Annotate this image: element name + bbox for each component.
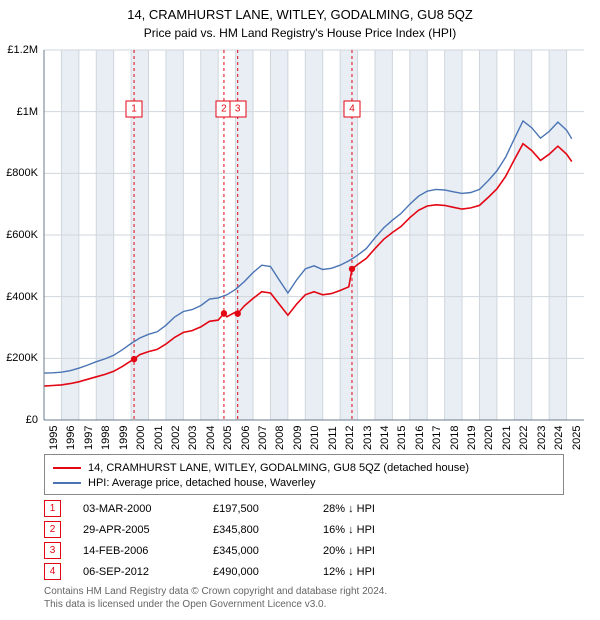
sale-price: £490,000	[213, 566, 323, 578]
x-axis-tick-label: 2007	[257, 426, 269, 450]
x-axis-tick-label: 2010	[309, 426, 321, 450]
sales-row: 3 14-FEB-2006 £345,000 20% ↓ HPI	[44, 540, 564, 561]
x-axis-tick-label: 1998	[100, 426, 112, 450]
x-axis-tick-label: 2000	[135, 426, 147, 450]
legend-row: 14, CRAMHURST LANE, WITLEY, GODALMING, G…	[53, 460, 555, 475]
y-axis-tick-label: £1M	[0, 106, 38, 118]
sale-delta: 20% ↓ HPI	[323, 545, 433, 557]
chart-subtitle: Price paid vs. HM Land Registry's House …	[0, 24, 600, 40]
y-axis-tick-label: £0	[0, 414, 38, 426]
chart-title: 14, CRAMHURST LANE, WITLEY, GODALMING, G…	[0, 0, 600, 24]
x-axis-tick-label: 2005	[222, 426, 234, 450]
x-axis-tick-label: 2022	[518, 426, 530, 450]
legend-label: HPI: Average price, detached house, Wave…	[88, 477, 315, 489]
x-axis-tick-label: 2003	[187, 426, 199, 450]
sale-price: £345,000	[213, 545, 323, 557]
x-axis-tick-label: 2002	[170, 426, 182, 450]
y-axis-tick-label: £200K	[0, 352, 38, 364]
sale-marker-icon: 1	[44, 500, 61, 517]
sale-delta: 28% ↓ HPI	[323, 503, 433, 515]
x-axis-tick-label: 2012	[344, 426, 356, 450]
sale-marker-icon: 2	[44, 521, 61, 538]
y-axis-tick-label: £800K	[0, 167, 38, 179]
sale-date: 14-FEB-2006	[83, 545, 213, 557]
footer-line: Contains HM Land Registry data © Crown c…	[44, 586, 387, 597]
sales-row: 4 06-SEP-2012 £490,000 12% ↓ HPI	[44, 561, 564, 582]
sale-delta: 16% ↓ HPI	[323, 524, 433, 536]
x-axis-tick-label: 2001	[153, 426, 165, 450]
x-axis-tick-label: 1995	[48, 426, 60, 450]
x-axis-tick-label: 2008	[274, 426, 286, 450]
x-axis-tick-label: 1997	[83, 426, 95, 450]
x-axis-tick-label: 2021	[501, 426, 513, 450]
footer-attribution: Contains HM Land Registry data © Crown c…	[44, 586, 564, 611]
sale-date: 03-MAR-2000	[83, 503, 213, 515]
sale-marker-icon: 4	[44, 563, 61, 580]
y-axis-tick-label: £600K	[0, 229, 38, 241]
sales-table: 1 03-MAR-2000 £197,500 28% ↓ HPI 2 29-AP…	[44, 498, 564, 582]
x-axis-tick-label: 2025	[571, 426, 583, 450]
legend-row: HPI: Average price, detached house, Wave…	[53, 475, 555, 490]
sale-marker-icon: 3	[229, 101, 246, 118]
x-axis-tick-label: 1996	[65, 426, 77, 450]
sale-date: 06-SEP-2012	[83, 566, 213, 578]
sale-price: £197,500	[213, 503, 323, 515]
x-axis-tick-label: 2013	[362, 426, 374, 450]
y-axis-tick-label: £1.2M	[0, 44, 38, 56]
chart-legend: 14, CRAMHURST LANE, WITLEY, GODALMING, G…	[44, 454, 564, 495]
chart-plot-area: £0£200K£400K£600K£800K£1M£1.2M1995199619…	[44, 50, 584, 420]
x-axis-tick-label: 2017	[431, 426, 443, 450]
legend-label: 14, CRAMHURST LANE, WITLEY, GODALMING, G…	[88, 462, 469, 474]
x-axis-tick-label: 2016	[414, 426, 426, 450]
x-axis-tick-label: 2004	[205, 426, 217, 450]
legend-swatch-hpi	[53, 482, 81, 484]
sales-row: 1 03-MAR-2000 £197,500 28% ↓ HPI	[44, 498, 564, 519]
x-axis-tick-label: 2015	[396, 426, 408, 450]
sales-row: 2 29-APR-2005 £345,800 16% ↓ HPI	[44, 519, 564, 540]
sale-date: 29-APR-2005	[83, 524, 213, 536]
sale-price: £345,800	[213, 524, 323, 536]
y-axis-tick-label: £400K	[0, 291, 38, 303]
x-axis-tick-label: 2019	[466, 426, 478, 450]
x-axis-tick-label: 2014	[379, 426, 391, 450]
sale-marker-icon: 1	[126, 101, 143, 118]
sale-marker-icon: 4	[343, 101, 360, 118]
x-axis-tick-label: 2018	[449, 426, 461, 450]
x-axis-tick-label: 2020	[483, 426, 495, 450]
x-axis-tick-label: 2009	[292, 426, 304, 450]
x-axis-tick-label: 2023	[536, 426, 548, 450]
sale-delta: 12% ↓ HPI	[323, 566, 433, 578]
x-axis-tick-label: 2006	[240, 426, 252, 450]
x-axis-tick-label: 1999	[118, 426, 130, 450]
footer-line: This data is licensed under the Open Gov…	[44, 599, 326, 610]
x-axis-tick-label: 2011	[327, 426, 339, 450]
x-axis-tick-label: 2024	[553, 426, 565, 450]
legend-swatch-property	[53, 467, 81, 469]
sale-marker-icon: 3	[44, 542, 61, 559]
